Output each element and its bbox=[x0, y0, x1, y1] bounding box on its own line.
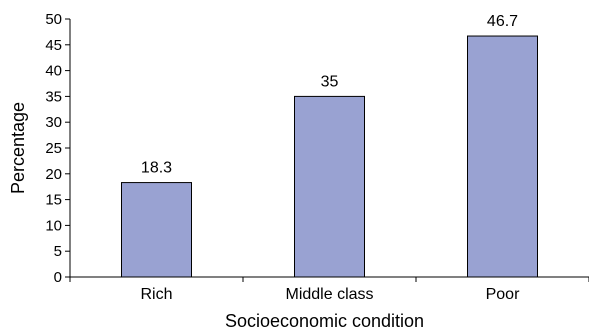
bar-rich bbox=[121, 182, 192, 278]
x-axis-ticks: Rich Middle class Poor bbox=[69, 277, 589, 303]
y-tick-label: 10 bbox=[45, 217, 62, 234]
x-axis-title: Socioeconomic condition bbox=[225, 311, 424, 331]
y-tick-label: 0 bbox=[54, 269, 62, 286]
y-tick-label: 30 bbox=[45, 114, 62, 131]
data-label: 35 bbox=[321, 73, 339, 90]
y-tick-label: 25 bbox=[45, 140, 62, 157]
data-label: 18.3 bbox=[141, 160, 172, 177]
data-label: 46.7 bbox=[487, 13, 518, 30]
bars: 18.3 35 46.7 bbox=[121, 13, 538, 278]
y-tick-label: 50 bbox=[45, 11, 62, 28]
bar-middle-class bbox=[294, 95, 365, 278]
y-tick-label: 15 bbox=[45, 192, 62, 209]
x-category-label: Rich bbox=[140, 286, 172, 303]
x-category-label: Poor bbox=[486, 286, 520, 303]
y-axis-ticks: 0 5 10 15 20 25 30 35 40 45 50 bbox=[45, 11, 70, 286]
x-category-label: Middle class bbox=[285, 286, 373, 303]
y-tick-label: 20 bbox=[45, 166, 62, 183]
y-tick-label: 5 bbox=[54, 243, 62, 260]
y-tick-label: 45 bbox=[45, 37, 62, 54]
y-axis-title: Percentage bbox=[8, 102, 28, 194]
bar-poor bbox=[467, 35, 538, 278]
y-tick-label: 40 bbox=[45, 63, 62, 80]
y-tick-label: 35 bbox=[45, 88, 62, 105]
